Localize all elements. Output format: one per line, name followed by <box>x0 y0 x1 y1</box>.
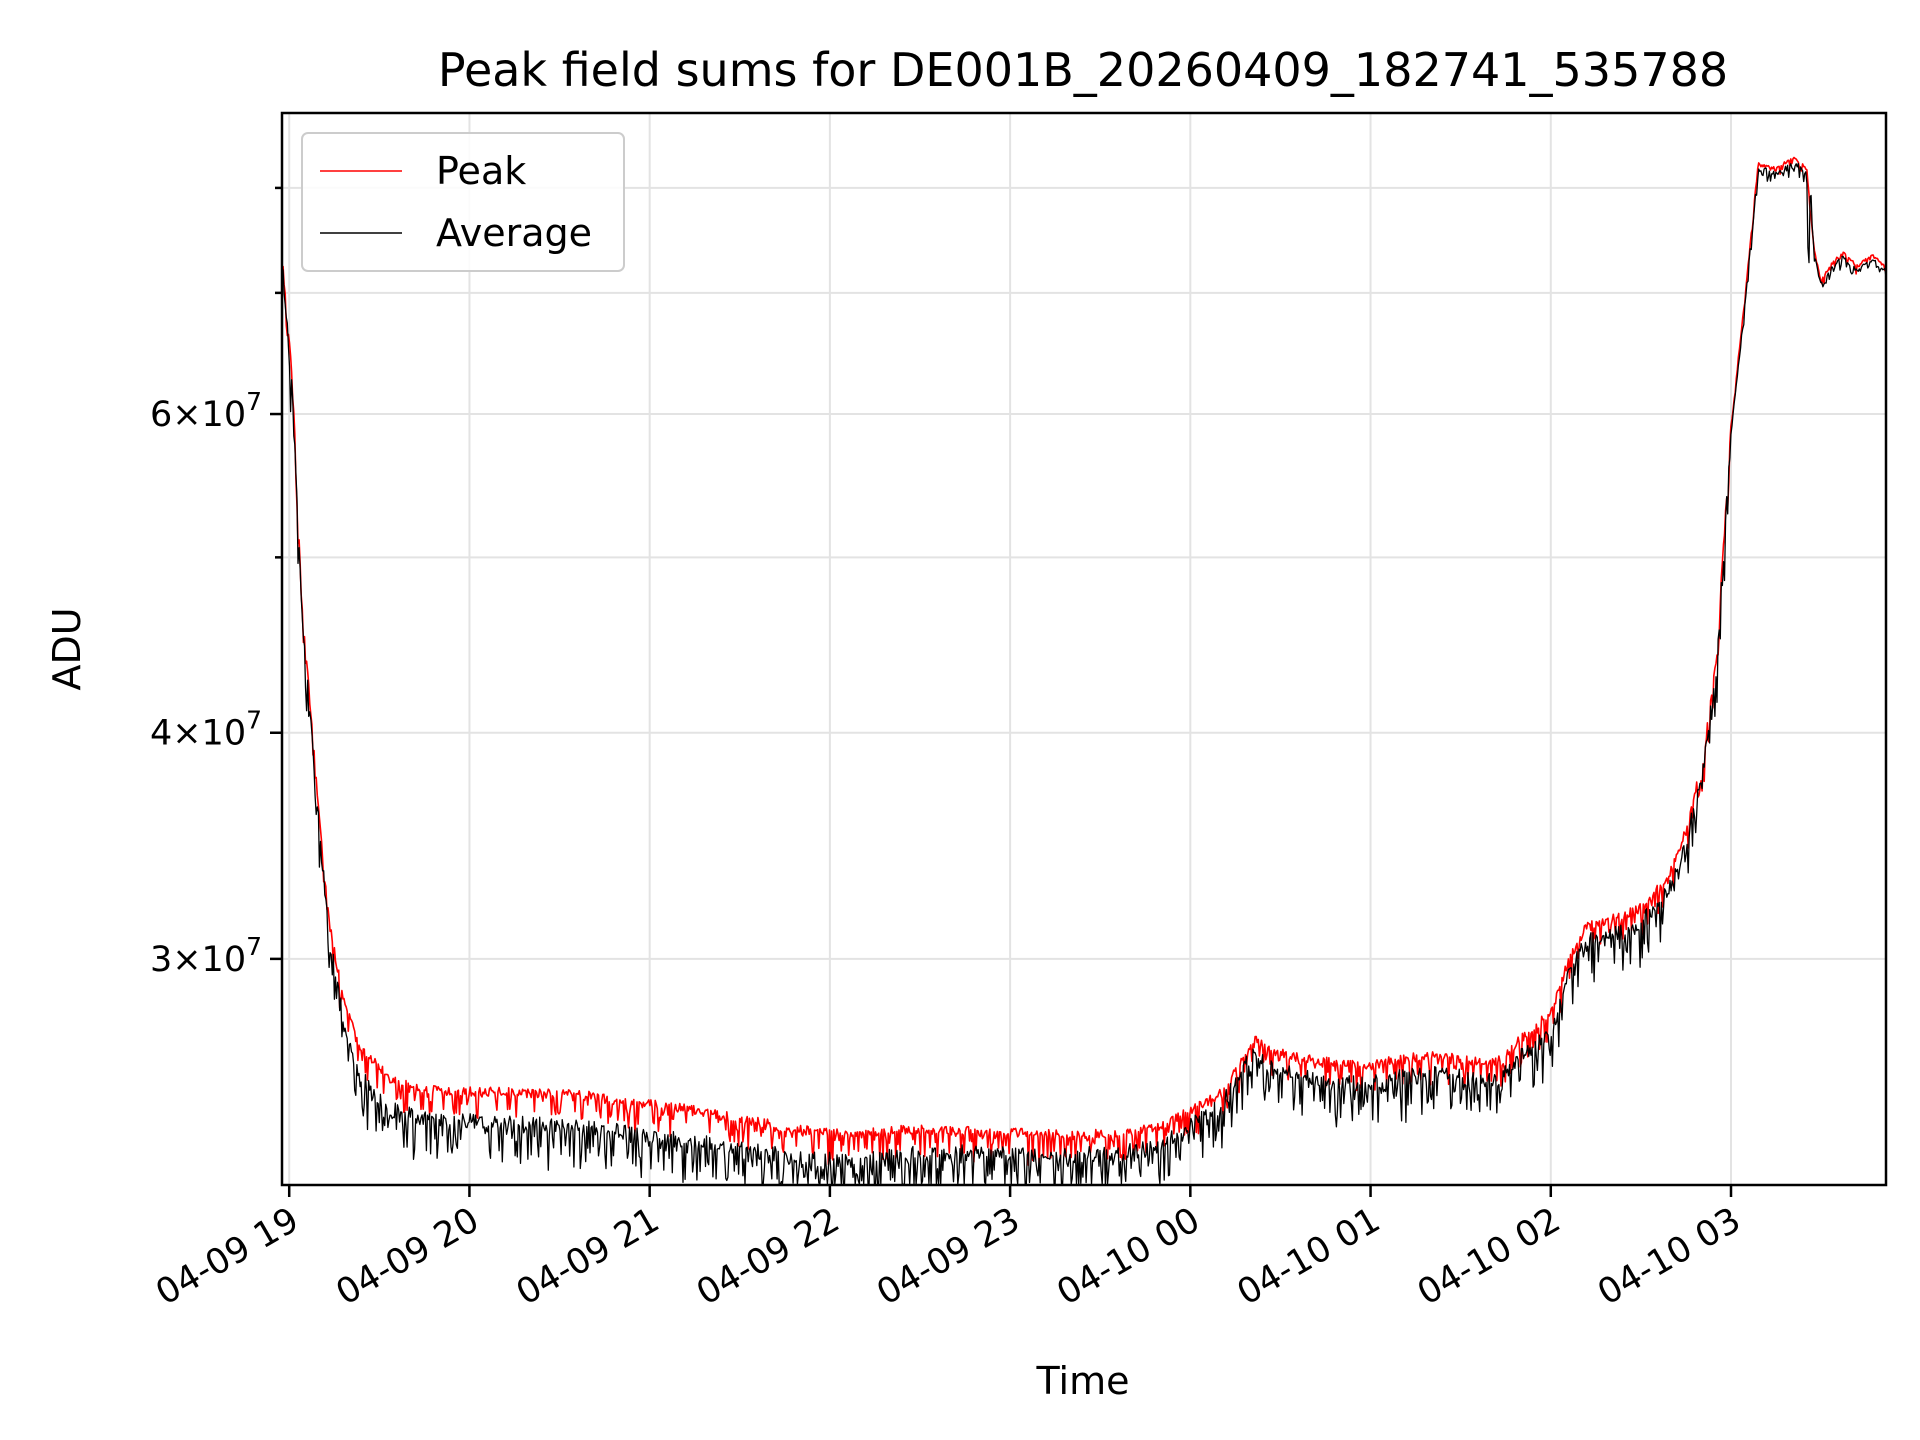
plot-area <box>281 156 1887 1185</box>
legend-label-average: Average <box>436 211 592 255</box>
legend: Peak Average <box>301 132 625 272</box>
y-tick-label: 3×107 <box>150 932 262 980</box>
legend-label-peak: Peak <box>436 149 526 193</box>
grid <box>282 113 1886 1185</box>
plot-frame <box>280 111 1888 1187</box>
legend-box <box>301 132 625 272</box>
series-line-average <box>281 162 1887 1185</box>
y-tick-label: 4×107 <box>150 706 262 754</box>
y-axis-label: ADU <box>45 607 89 690</box>
series-line-peak <box>281 156 1887 1166</box>
x-axis-label: Time <box>1036 1359 1130 1403</box>
y-tick-label: 6×107 <box>150 387 262 435</box>
chart-title: Peak field sums for DE001B_20260409_1827… <box>438 43 1728 97</box>
